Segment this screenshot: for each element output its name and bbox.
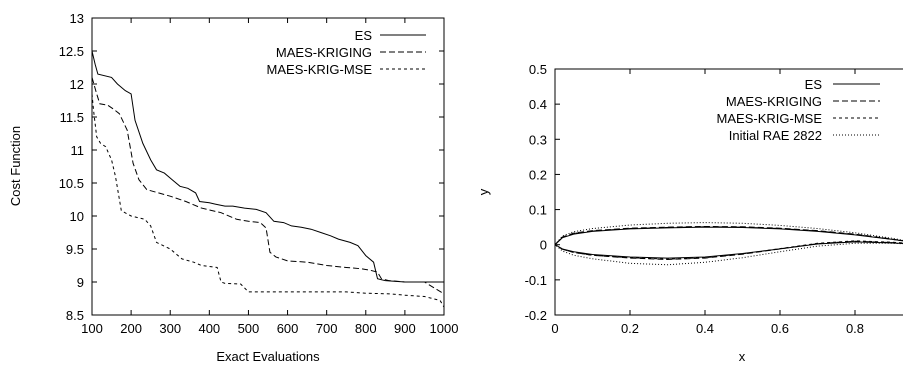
- chart1-y-tick-label: 13: [70, 11, 84, 26]
- chart1-x-tick-label: 500: [238, 321, 260, 336]
- airfoil-chart: 0 0.2 0.4 0.6 0.8 -0.2 -0.1 0 0.1 0.2 0.3 0.4 0.5 ES…: [476, 62, 903, 364]
- chart1-legend: ES MAES-KRIGING MAES-KRIG-MSE: [267, 28, 426, 77]
- chart1-legend-label: MAES-KRIGING: [276, 45, 372, 60]
- chart1-series: [92, 50, 444, 308]
- chart2-frame: [554, 68, 903, 316]
- chart1-x-tick-label: 200: [120, 321, 142, 336]
- chart1-series-maes-krig-mse: [92, 93, 444, 308]
- chart1-x-tick-label: 900: [394, 321, 416, 336]
- chart1-x-tick-label: 800: [355, 321, 377, 336]
- chart2-x-tick-label: 0.6: [771, 321, 789, 336]
- chart2-legend-label: MAES-KRIG-MSE: [717, 111, 823, 126]
- chart1-frame: [91, 17, 445, 316]
- chart2-series-initial-rae-2822: [555, 222, 903, 266]
- chart1-y-tick-label: 12: [70, 77, 84, 92]
- cost-function-chart: 100 200 300 400 500 600 700 800 900 1000 8.5 9 9.5 10…: [8, 11, 458, 364]
- chart2-x-tick-label: 0.4: [696, 321, 714, 336]
- chart2-x-tick-label: 0.8: [846, 321, 864, 336]
- chart2-x-axis-label: x: [739, 349, 746, 364]
- chart1-y-tick-label: 11: [71, 143, 85, 158]
- chart1-y-tick-label: 9.5: [66, 242, 84, 257]
- chart2-legend: ES MAES-KRIGING MAES-KRIG-MSE Initial RAE 2…: [717, 77, 880, 143]
- chart2-y-tick-label: -0.2: [525, 308, 547, 323]
- chart1-x-tick-label: 400: [198, 321, 220, 336]
- chart2-y-tick-label: 0: [540, 238, 547, 253]
- chart2-y-tick-label: 0.5: [529, 62, 547, 77]
- chart1-x-tick-label: 700: [316, 321, 338, 336]
- chart2-series-es: [555, 226, 903, 259]
- chart2-ticks: 0 0.2 0.4 0.6 0.8 -0.2 -0.1 0 0.1 0.2 0.3 0.4 0.5: [525, 62, 864, 336]
- chart1-x-tick-label: 300: [159, 321, 181, 336]
- chart1-legend-label: MAES-KRIG-MSE: [267, 62, 373, 77]
- chart2-y-tick-label: 0.2: [529, 167, 547, 182]
- chart1-x-axis-label: Exact Evaluations: [216, 349, 320, 364]
- chart2-legend-label: ES: [805, 77, 823, 92]
- chart1-series-es: [92, 50, 444, 283]
- chart1-y-tick-label: 8.5: [66, 308, 84, 323]
- chart1-y-tick-label: 10.5: [59, 176, 84, 191]
- chart2-series: [555, 222, 903, 266]
- chart2-y-axis-label: y: [476, 188, 491, 195]
- chart2-legend-label: MAES-KRIGING: [726, 94, 822, 109]
- chart1-y-tick-label: 9: [77, 275, 84, 290]
- chart2-x-tick-label: 0.2: [621, 321, 639, 336]
- chart1-x-tick-label: 100: [81, 321, 103, 336]
- chart1-x-tick-label: 600: [277, 321, 299, 336]
- chart1-series-maes-kriging: [92, 77, 444, 295]
- chart2-legend-label: Initial RAE 2822: [729, 128, 822, 143]
- chart2-x-tick-label: 0: [551, 321, 558, 336]
- chart1-ticks: 100 200 300 400 500 600 700 800 900 1000 8.5 9 9.5 10…: [59, 11, 459, 336]
- chart2-y-tick-label: 0.3: [529, 132, 547, 147]
- chart2-y-tick-label: 0.1: [529, 203, 547, 218]
- chart1-legend-label: ES: [355, 28, 373, 43]
- chart2-y-tick-label: 0.4: [529, 97, 547, 112]
- chart1-y-tick-label: 10: [70, 209, 84, 224]
- chart2-series-maes-krig-mse: [555, 226, 903, 260]
- chart2-y-tick-label: -0.1: [525, 273, 547, 288]
- chart1-y-axis-label: Cost Function: [8, 126, 23, 206]
- chart1-y-tick-label: 12.5: [59, 44, 84, 59]
- chart1-x-tick-label: 1000: [430, 321, 459, 336]
- chart1-y-tick-label: 11.5: [60, 110, 84, 125]
